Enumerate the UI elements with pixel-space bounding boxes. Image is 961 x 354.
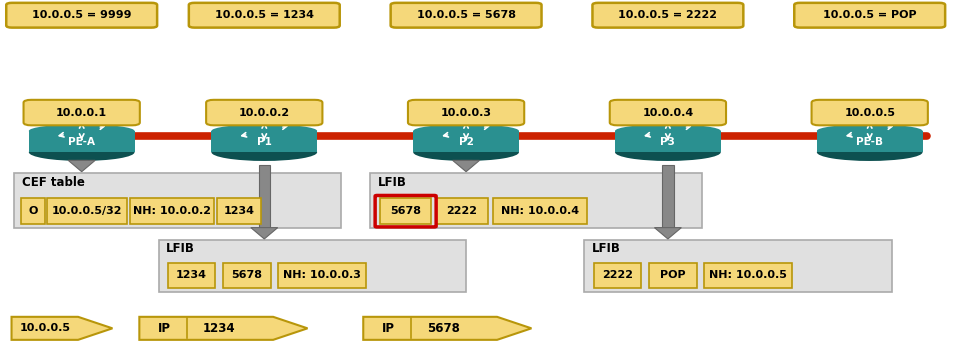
Polygon shape [259, 165, 270, 228]
FancyBboxPatch shape [584, 240, 892, 292]
Ellipse shape [29, 143, 135, 161]
Polygon shape [12, 317, 112, 340]
FancyBboxPatch shape [168, 263, 215, 288]
Text: 1234: 1234 [176, 270, 208, 280]
Polygon shape [68, 160, 95, 172]
FancyBboxPatch shape [408, 100, 525, 125]
Text: POP: POP [660, 270, 685, 280]
Text: NH: 10.0.0.2: NH: 10.0.0.2 [133, 206, 211, 216]
FancyBboxPatch shape [47, 198, 127, 224]
Polygon shape [817, 131, 923, 152]
FancyBboxPatch shape [493, 198, 587, 224]
Text: IP: IP [158, 322, 171, 335]
Text: 10.0.0.5/32: 10.0.0.5/32 [52, 206, 122, 216]
Text: PE-A: PE-A [68, 137, 95, 147]
Text: 5678: 5678 [232, 270, 262, 280]
FancyBboxPatch shape [610, 100, 727, 125]
Polygon shape [654, 228, 681, 239]
Text: 10.0.0.5 = 9999: 10.0.0.5 = 9999 [32, 10, 132, 20]
Text: 10.0.0.3: 10.0.0.3 [440, 108, 492, 118]
Polygon shape [413, 131, 519, 152]
Ellipse shape [211, 124, 317, 138]
FancyBboxPatch shape [159, 240, 466, 292]
FancyBboxPatch shape [380, 198, 431, 224]
Ellipse shape [615, 143, 721, 161]
Text: 2222: 2222 [447, 206, 478, 216]
Text: 2222: 2222 [602, 270, 633, 280]
Text: P1: P1 [257, 137, 272, 147]
FancyBboxPatch shape [795, 3, 946, 28]
Polygon shape [615, 131, 721, 152]
Text: NH: 10.0.0.4: NH: 10.0.0.4 [501, 206, 579, 216]
Text: LFIB: LFIB [166, 242, 195, 255]
Polygon shape [460, 160, 472, 165]
Ellipse shape [817, 143, 923, 161]
Text: LFIB: LFIB [378, 176, 407, 189]
FancyBboxPatch shape [188, 3, 340, 28]
FancyBboxPatch shape [812, 100, 928, 125]
Polygon shape [211, 131, 317, 152]
FancyBboxPatch shape [592, 3, 744, 28]
Text: NH: 10.0.0.5: NH: 10.0.0.5 [709, 270, 787, 280]
FancyBboxPatch shape [24, 100, 140, 125]
Ellipse shape [29, 124, 135, 138]
FancyBboxPatch shape [7, 3, 158, 28]
FancyBboxPatch shape [370, 173, 702, 228]
Text: PE-B: PE-B [856, 137, 883, 147]
Text: 10.0.0.1: 10.0.0.1 [56, 108, 108, 118]
Polygon shape [363, 317, 531, 340]
Text: 1234: 1234 [224, 206, 255, 216]
Text: CEF table: CEF table [22, 176, 85, 189]
Text: 5678: 5678 [427, 322, 459, 335]
Text: O: O [29, 206, 37, 216]
Text: 10.0.0.5 = 5678: 10.0.0.5 = 5678 [416, 10, 516, 20]
FancyBboxPatch shape [704, 263, 792, 288]
FancyBboxPatch shape [649, 263, 697, 288]
FancyBboxPatch shape [131, 198, 213, 224]
Polygon shape [662, 165, 674, 228]
Ellipse shape [211, 143, 317, 161]
Text: 10.0.0.5 = POP: 10.0.0.5 = POP [823, 10, 917, 20]
Text: 10.0.0.5: 10.0.0.5 [844, 108, 896, 118]
Text: P2: P2 [458, 137, 474, 147]
Ellipse shape [413, 124, 519, 138]
Text: 1234: 1234 [203, 322, 235, 335]
Text: 10.0.0.5: 10.0.0.5 [19, 323, 70, 333]
Text: NH: 10.0.0.3: NH: 10.0.0.3 [283, 270, 361, 280]
Polygon shape [29, 131, 135, 152]
FancyBboxPatch shape [390, 3, 542, 28]
Polygon shape [139, 317, 308, 340]
Text: LFIB: LFIB [592, 242, 621, 255]
Ellipse shape [817, 124, 923, 138]
Text: P3: P3 [660, 137, 676, 147]
Text: 10.0.0.2: 10.0.0.2 [238, 108, 290, 118]
Text: 10.0.0.4: 10.0.0.4 [642, 108, 694, 118]
Polygon shape [76, 160, 87, 165]
FancyBboxPatch shape [21, 198, 45, 224]
FancyBboxPatch shape [436, 198, 487, 224]
FancyBboxPatch shape [594, 263, 641, 288]
Ellipse shape [413, 143, 519, 161]
FancyBboxPatch shape [279, 263, 366, 288]
Polygon shape [453, 160, 480, 172]
Text: 5678: 5678 [390, 206, 421, 216]
Text: 10.0.0.5 = 2222: 10.0.0.5 = 2222 [618, 10, 718, 20]
FancyBboxPatch shape [217, 198, 261, 224]
Ellipse shape [615, 124, 721, 138]
FancyBboxPatch shape [14, 173, 341, 228]
Text: 10.0.0.5 = 1234: 10.0.0.5 = 1234 [214, 10, 314, 20]
Text: IP: IP [382, 322, 395, 335]
FancyBboxPatch shape [207, 100, 323, 125]
FancyBboxPatch shape [223, 263, 271, 288]
Polygon shape [251, 228, 278, 239]
